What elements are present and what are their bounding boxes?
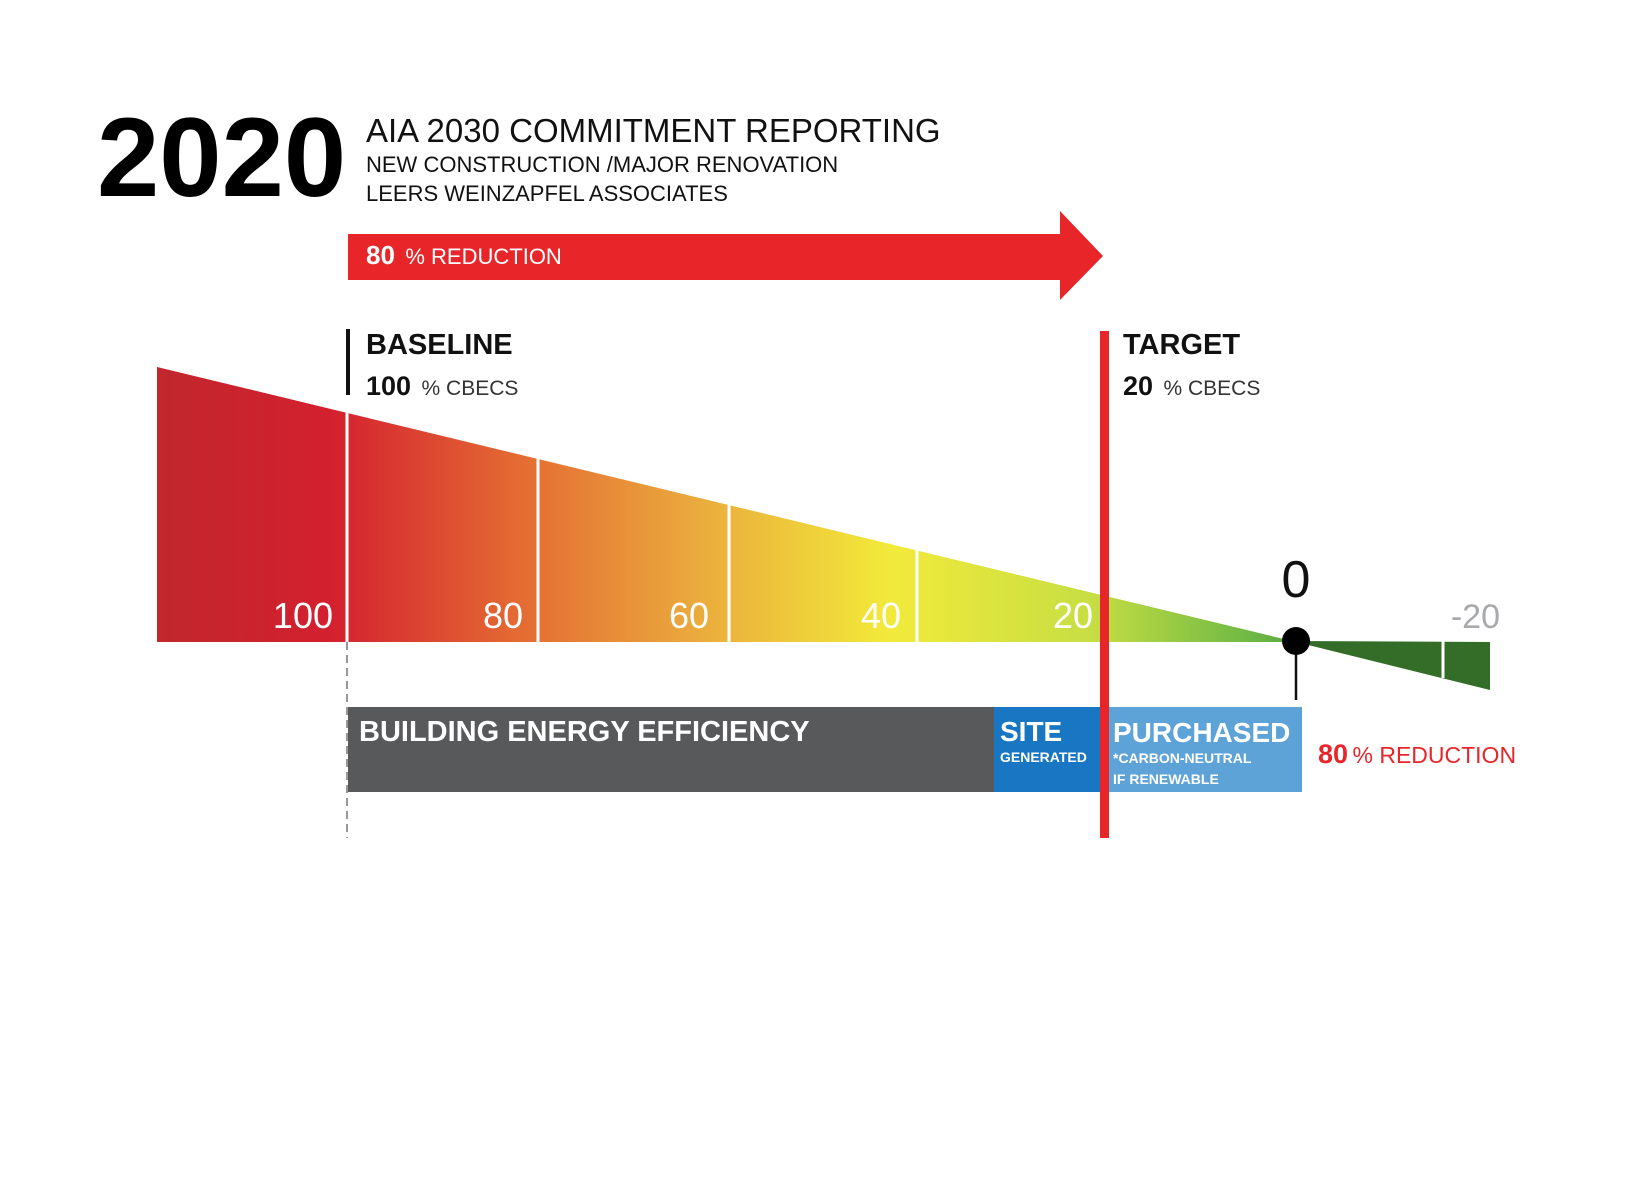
purchased-bar xyxy=(1104,707,1302,792)
reduction-arrow xyxy=(348,211,1103,300)
target-value-label: 20 % CBECS xyxy=(1123,371,1260,401)
report-title: AIA 2030 COMMITMENT REPORTING xyxy=(366,112,941,149)
baseline-value: 100 xyxy=(366,371,411,401)
purchased-title: PURCHASED xyxy=(1113,717,1290,748)
target-line xyxy=(1100,331,1109,838)
arrow-reduction-unit: % REDUCTION xyxy=(405,244,561,269)
year-title: 2020 xyxy=(97,95,346,220)
building-efficiency-label: BUILDING ENERGY EFFICIENCY xyxy=(359,716,810,748)
tick-label-40: 40 xyxy=(861,595,901,636)
arrow-reduction-label: 80 % REDUCTION xyxy=(366,240,562,270)
target-value: 20 xyxy=(1123,371,1153,401)
zero-dot xyxy=(1282,627,1310,655)
target-unit: % CBECS xyxy=(1164,377,1261,400)
baseline-value-label: 100 % CBECS xyxy=(366,371,518,401)
tick-label-20: 20 xyxy=(1053,595,1093,636)
baseline-title: BASELINE xyxy=(366,329,513,361)
purchased-subtitle-1: *CARBON-NEUTRAL xyxy=(1113,750,1252,766)
site-title: SITE xyxy=(1000,716,1062,747)
baseline-unit: % CBECS xyxy=(422,377,519,400)
scale-dividers xyxy=(345,410,1445,678)
report-subtitle-construction: NEW CONSTRUCTION /MAJOR RENOVATION xyxy=(366,152,838,177)
scale-tick-labels: 100 80 60 40 20 xyxy=(273,595,1093,636)
tick-label-60: 60 xyxy=(669,595,709,636)
negative-tail xyxy=(1292,641,1490,690)
tick-label-100: 100 xyxy=(273,595,333,636)
target-title: TARGET xyxy=(1123,329,1240,361)
building-efficiency-bar xyxy=(348,707,994,792)
zero-label: 0 xyxy=(1282,551,1311,609)
arrow-reduction-value: 80 xyxy=(366,240,395,270)
right-reduction-value: 80 xyxy=(1318,739,1348,769)
purchased-subtitle-2: IF RENEWABLE xyxy=(1113,771,1219,787)
energy-wedge xyxy=(157,367,1490,688)
site-generated-bar xyxy=(994,707,1104,792)
right-reduction-label: 80 % REDUCTION xyxy=(1318,739,1516,769)
right-reduction-unit: % REDUCTION xyxy=(1353,742,1517,768)
tick-label-80: 80 xyxy=(483,595,523,636)
site-subtitle: GENERATED xyxy=(1000,749,1087,765)
report-subtitle-firm: LEERS WEINZAPFEL ASSOCIATES xyxy=(366,181,728,206)
tick-label-negative-20: -20 xyxy=(1451,598,1500,636)
